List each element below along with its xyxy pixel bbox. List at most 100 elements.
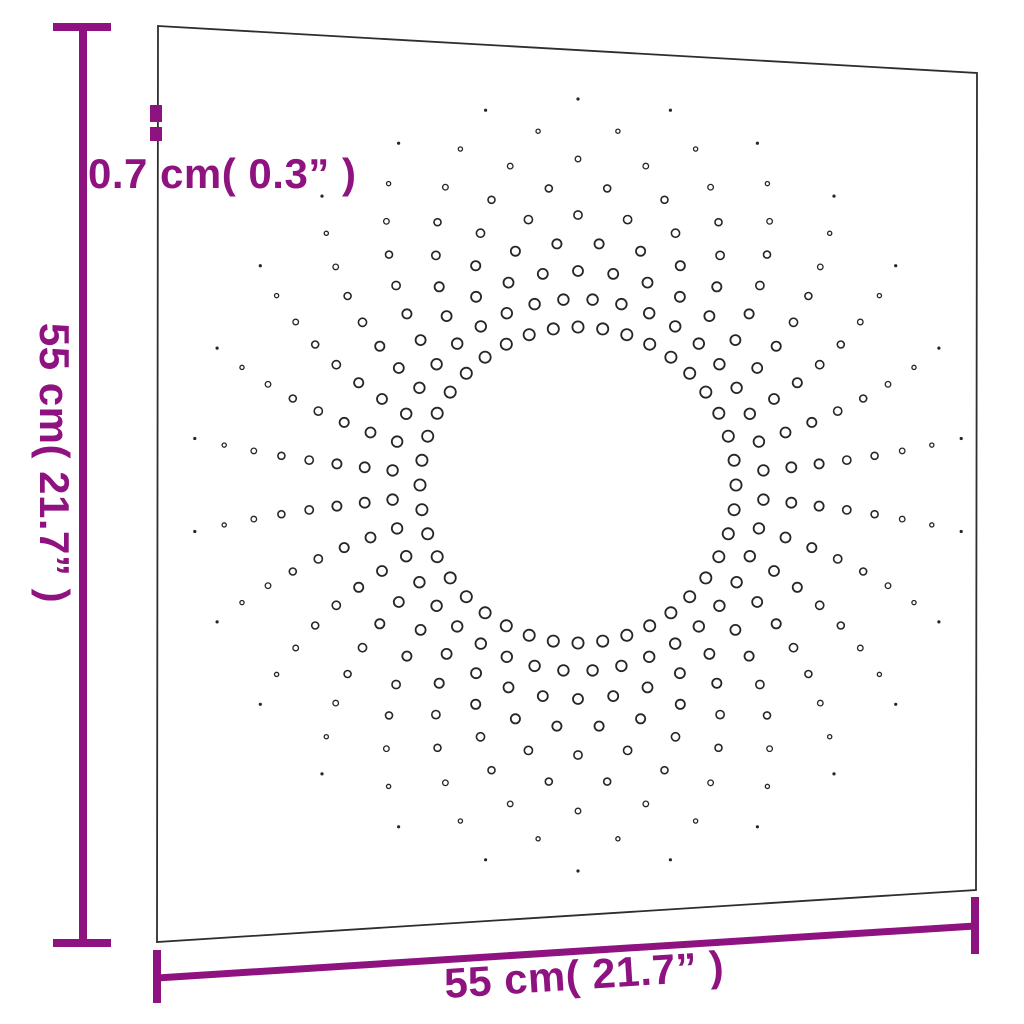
pattern-dot xyxy=(816,263,824,271)
pattern-dot xyxy=(499,337,513,351)
pattern-dot xyxy=(264,582,272,590)
pattern-dot xyxy=(343,669,352,679)
pattern-dot xyxy=(615,659,628,673)
pattern-dot xyxy=(764,180,771,187)
pattern-dot xyxy=(674,260,686,272)
pattern-dot xyxy=(727,503,741,517)
pattern-dot xyxy=(770,340,782,352)
pattern-dot xyxy=(535,128,541,134)
pattern-dot xyxy=(536,267,549,280)
pattern-dot xyxy=(572,693,584,705)
pattern-dot xyxy=(391,679,401,690)
pattern-dot xyxy=(430,406,444,420)
pattern-dot xyxy=(712,406,726,420)
pattern-dot xyxy=(273,671,280,678)
pattern-dot xyxy=(358,461,371,474)
pattern-dot xyxy=(258,702,262,706)
pattern-dot xyxy=(714,743,723,753)
pattern-dot xyxy=(572,265,584,277)
pattern-dot xyxy=(487,195,496,205)
pattern-dot xyxy=(415,503,429,517)
pattern-dot xyxy=(433,217,442,227)
pattern-dot xyxy=(374,618,386,630)
pattern-dot xyxy=(292,644,300,652)
pattern-dot xyxy=(353,581,365,593)
pattern-dot xyxy=(894,264,898,268)
pattern-dot xyxy=(310,340,320,349)
pattern-dot xyxy=(413,478,427,492)
pattern-dot xyxy=(911,599,917,606)
pattern-dot xyxy=(729,478,743,492)
pattern-dot xyxy=(911,364,917,371)
pattern-dot xyxy=(884,380,892,388)
pattern-dot xyxy=(573,210,583,220)
pattern-dot xyxy=(707,779,715,787)
pattern-dot xyxy=(193,436,197,441)
pattern-dot xyxy=(813,500,825,512)
pattern-dot xyxy=(421,527,435,541)
pattern-dot xyxy=(596,322,610,336)
pattern-dot xyxy=(470,667,483,680)
pattern-dot xyxy=(430,250,441,261)
pattern-dot xyxy=(593,238,605,250)
pattern-dot xyxy=(457,818,464,824)
pattern-dot xyxy=(382,217,390,225)
pattern-dot xyxy=(668,108,673,112)
pattern-dot xyxy=(929,522,935,528)
pattern-dot xyxy=(353,377,365,389)
pattern-dot xyxy=(451,337,464,350)
pattern-dot xyxy=(622,214,633,225)
pattern-dot xyxy=(788,317,799,328)
pattern-dot xyxy=(364,531,377,544)
pattern-dot xyxy=(607,690,620,702)
pattern-dot xyxy=(721,429,735,443)
pattern-dot xyxy=(506,162,514,170)
pattern-dot xyxy=(826,230,833,237)
pattern-dot xyxy=(304,504,315,515)
pattern-dot xyxy=(509,713,521,725)
pattern-dot xyxy=(440,648,453,660)
pattern-dot xyxy=(313,406,324,416)
pattern-dot xyxy=(670,228,681,239)
pattern-dot xyxy=(674,290,686,303)
pattern-dot xyxy=(806,416,818,428)
pattern-dot xyxy=(457,146,464,152)
pattern-dot xyxy=(277,509,286,519)
pattern-dot xyxy=(743,550,757,563)
pattern-dot xyxy=(546,634,560,648)
pattern-dot xyxy=(729,624,742,636)
pattern-dot xyxy=(332,699,340,707)
pattern-dot xyxy=(430,709,441,720)
pattern-dot xyxy=(813,458,825,470)
pattern-dot xyxy=(876,292,883,299)
pattern-dot xyxy=(832,406,843,416)
pattern-dot xyxy=(386,464,399,477)
pattern-dot xyxy=(643,650,656,664)
pattern-dot xyxy=(320,772,324,776)
pattern-dot xyxy=(478,350,492,364)
pattern-dot xyxy=(727,453,741,467)
pattern-dot xyxy=(620,328,634,342)
pattern-dot xyxy=(768,393,780,405)
pattern-dot xyxy=(576,97,580,101)
pattern-dot xyxy=(323,733,330,740)
pattern-dot xyxy=(320,194,324,198)
pattern-dot xyxy=(338,416,350,428)
pattern-dot xyxy=(692,818,699,824)
pattern-dot xyxy=(357,642,368,653)
pattern-dot xyxy=(755,141,760,145)
width-dimension-label: 55 cm( 21.7” ) xyxy=(443,942,726,1007)
pattern-dot xyxy=(755,280,765,291)
pattern-dot xyxy=(586,664,599,677)
pattern-dot xyxy=(804,291,813,301)
pattern-dot xyxy=(712,550,726,564)
pattern-dot xyxy=(500,307,514,320)
pattern-dot xyxy=(357,317,368,328)
pattern-dot xyxy=(215,620,219,624)
pattern-dot xyxy=(898,447,906,455)
pattern-dot xyxy=(390,435,404,448)
pattern-dot xyxy=(856,644,864,652)
pattern-dot xyxy=(730,576,743,589)
pattern-dot xyxy=(430,550,444,564)
